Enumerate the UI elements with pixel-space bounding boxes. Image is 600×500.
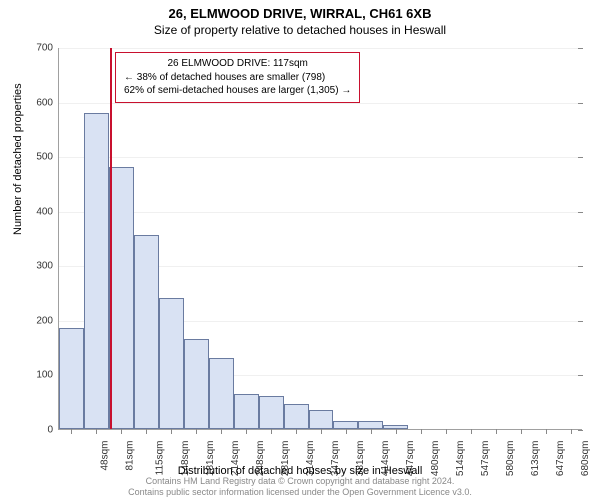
- xtick-mark: [371, 429, 372, 434]
- gridline: [59, 157, 582, 158]
- xtick-mark: [96, 429, 97, 434]
- ytick-label: 200: [36, 315, 59, 326]
- ytick-mark: [578, 212, 583, 213]
- histogram-bar: [284, 404, 309, 429]
- ytick-label: 400: [36, 206, 59, 217]
- histogram-bar: [209, 358, 234, 429]
- xtick-mark: [446, 429, 447, 434]
- property-info-box: 26 ELMWOOD DRIVE: 117sqm← 38% of detache…: [115, 52, 360, 103]
- xtick-mark: [221, 429, 222, 434]
- histogram-bar: [309, 410, 334, 429]
- ytick-label: 300: [36, 261, 59, 272]
- xtick-mark: [471, 429, 472, 434]
- ytick-mark: [578, 375, 583, 376]
- info-line-1: 26 ELMWOOD DRIVE: 117sqm: [124, 57, 351, 71]
- histogram-bar: [84, 113, 109, 430]
- histogram-bar: [333, 421, 358, 429]
- gridline: [59, 212, 582, 213]
- xtick-mark: [146, 429, 147, 434]
- footer-line-1: Contains HM Land Registry data © Crown c…: [0, 476, 600, 487]
- ytick-mark: [578, 266, 583, 267]
- xtick-mark: [71, 429, 72, 434]
- histogram-bar: [109, 167, 134, 429]
- xtick-mark: [196, 429, 197, 434]
- xtick-mark: [521, 429, 522, 434]
- xtick-mark: [171, 429, 172, 434]
- ytick-mark: [578, 321, 583, 322]
- ytick-mark: [578, 157, 583, 158]
- xtick-mark: [396, 429, 397, 434]
- xtick-mark: [321, 429, 322, 434]
- gridline: [59, 103, 582, 104]
- histogram-bar: [259, 396, 284, 429]
- histogram-bar: [159, 298, 184, 429]
- xtick-mark: [121, 429, 122, 434]
- histogram-bar: [234, 394, 259, 429]
- gridline: [59, 48, 582, 49]
- ytick-mark: [578, 48, 583, 49]
- histogram-chart: 010020030040050060070048sqm81sqm115sqm14…: [58, 48, 582, 430]
- histogram-bar: [358, 421, 383, 429]
- xtick-mark: [296, 429, 297, 434]
- page-subtitle: Size of property relative to detached ho…: [0, 21, 600, 37]
- page-title: 26, ELMWOOD DRIVE, WIRRAL, CH61 6XB: [0, 0, 600, 21]
- ytick-mark: [578, 103, 583, 104]
- xtick-mark: [421, 429, 422, 434]
- ytick-label: 500: [36, 152, 59, 163]
- footer-line-2: Contains public sector information licen…: [0, 487, 600, 498]
- ytick-label: 700: [36, 43, 59, 54]
- histogram-bar: [59, 328, 84, 429]
- xtick-mark: [346, 429, 347, 434]
- xtick-mark: [546, 429, 547, 434]
- ytick-label: 100: [36, 370, 59, 381]
- ytick-label: 600: [36, 97, 59, 108]
- y-axis-label: Number of detached properties: [12, 83, 24, 235]
- xtick-mark: [271, 429, 272, 434]
- histogram-bar: [184, 339, 209, 429]
- xtick-mark: [496, 429, 497, 434]
- footer-attribution: Contains HM Land Registry data © Crown c…: [0, 476, 600, 499]
- xtick-mark: [571, 429, 572, 434]
- ytick-mark: [578, 430, 583, 431]
- info-line-3: 62% of semi-detached houses are larger (…: [124, 84, 351, 98]
- ytick-label: 0: [47, 425, 59, 436]
- histogram-bar: [134, 235, 159, 429]
- property-marker-line: [110, 48, 112, 429]
- xtick-mark: [246, 429, 247, 434]
- info-line-2: ← 38% of detached houses are smaller (79…: [124, 71, 351, 85]
